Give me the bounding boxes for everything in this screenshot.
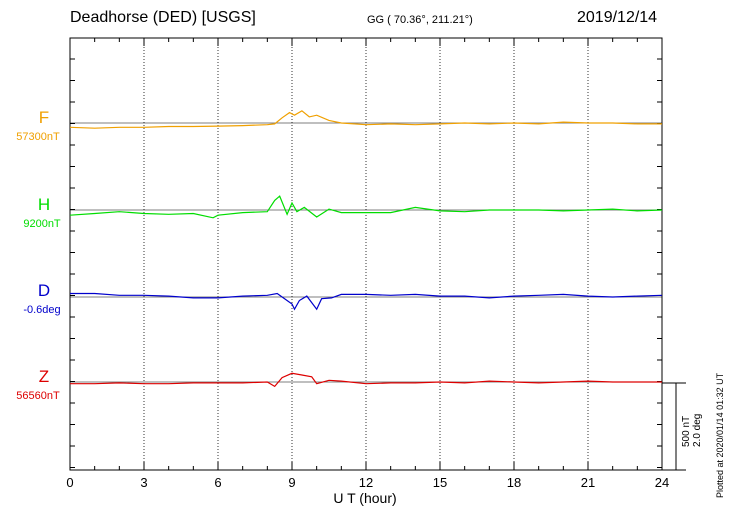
x-axis-label: U T (hour) — [333, 490, 397, 506]
scale-label-deg: 2.0 deg — [692, 413, 703, 447]
series-group — [69, 110, 663, 388]
scale-bar — [662, 382, 686, 471]
series-line-d — [70, 292, 663, 311]
x-tick-label: 21 — [580, 475, 596, 490]
component-label-z: Z — [38, 367, 50, 386]
geographic-coords: GG ( 70.36°, 211.21°) — [367, 14, 473, 26]
component-label-f: F — [38, 108, 50, 127]
component-base-h: 9200nT — [23, 218, 61, 230]
plot-date: 2019/12/14 — [577, 9, 658, 26]
x-tick-label: 0 — [66, 475, 74, 490]
tick-marks — [69, 38, 663, 470]
component-label-h: H — [37, 195, 51, 214]
x-tick-label: 18 — [506, 475, 522, 490]
plotted-at-note: Plotted at 2020/01/14 01:32 UT — [715, 372, 725, 498]
x-tick-label: 24 — [654, 475, 670, 490]
x-tick-label: 12 — [358, 475, 374, 490]
series-line-f — [69, 110, 662, 129]
x-tick-label: 6 — [214, 475, 222, 490]
grid-lines — [143, 38, 589, 470]
scale-label-nt: 500 nT — [681, 415, 692, 447]
component-base-z: 56560nT — [16, 390, 60, 402]
station-title: Deadhorse (DED) [USGS] — [70, 9, 256, 26]
x-tick-label: 9 — [288, 475, 296, 490]
x-tick-label: 15 — [432, 475, 448, 490]
series-line-z — [70, 372, 662, 388]
x-tick-label: 3 — [140, 475, 148, 490]
component-label-d: D — [37, 281, 51, 300]
component-base-d: -0.6deg — [23, 304, 61, 316]
series-line-h — [69, 195, 663, 219]
component-base-f: 57300nT — [16, 131, 60, 143]
